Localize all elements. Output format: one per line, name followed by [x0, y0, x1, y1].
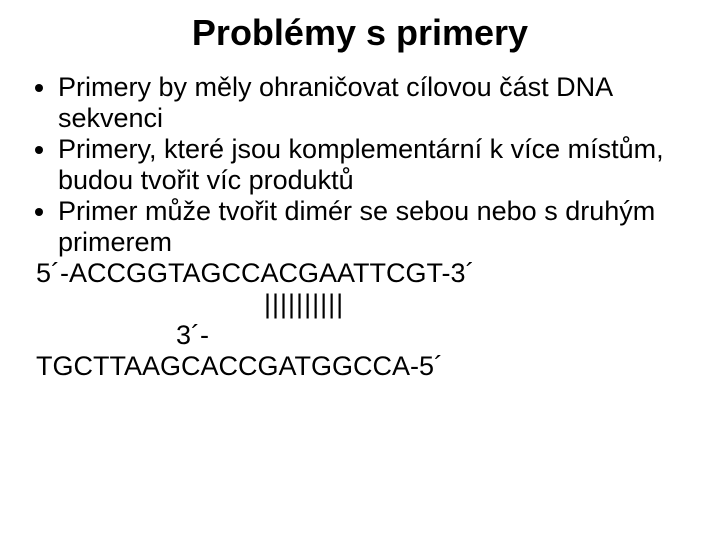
- bullet-item: Primery by měly ohraničovat cílovou část…: [58, 72, 684, 134]
- slide: Problémy s primery Primery by měly ohran…: [0, 0, 720, 540]
- bullet-item: Primer může tvořit dimér se sebou nebo s…: [58, 196, 684, 258]
- sequence-bottom: TGCTTAAGCACCGATGGCCA-5´: [36, 351, 684, 382]
- sequence-top: 5´-ACCGGTAGCCACGAATTCGT-3´: [36, 258, 684, 289]
- alignment-bars: ||||||||||: [36, 289, 684, 320]
- bullet-list: Primery by měly ohraničovat cílovou část…: [36, 72, 684, 258]
- three-prime-label: 3´-: [36, 320, 684, 351]
- slide-title: Problémy s primery: [36, 12, 684, 54]
- bullet-item: Primery, které jsou komplementární k víc…: [58, 134, 684, 196]
